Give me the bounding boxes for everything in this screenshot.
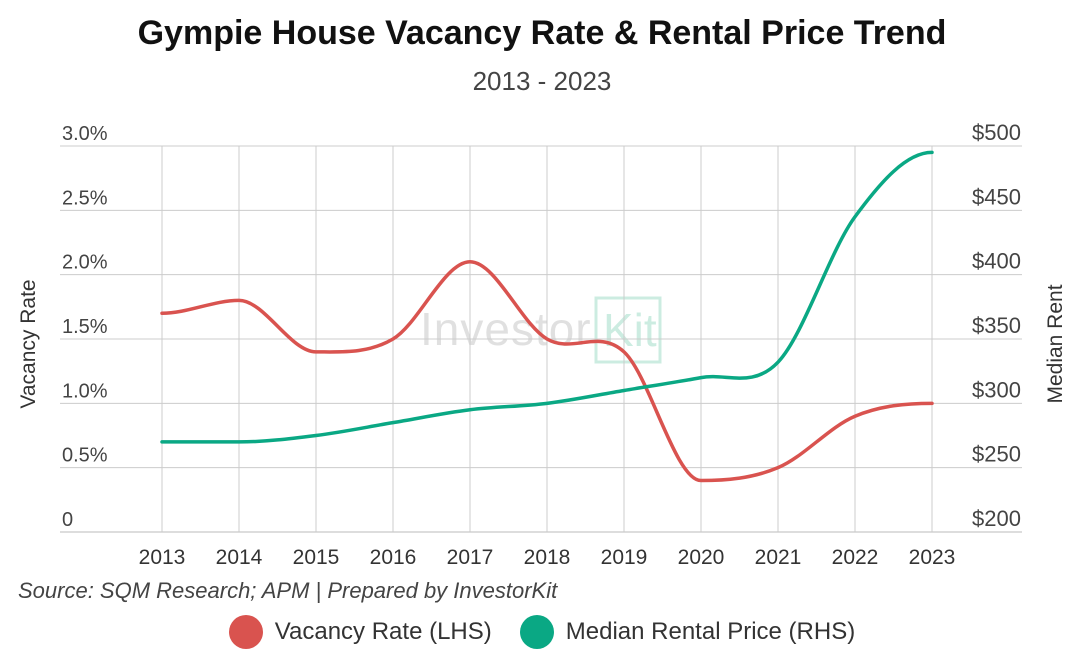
right-tick-label: $400: [972, 249, 1021, 274]
x-tick-label: 2021: [755, 546, 802, 569]
x-tick-label: 2017: [447, 546, 494, 569]
x-tick-label: 2013: [139, 546, 186, 569]
left-tick-label: 1.0%: [62, 380, 108, 402]
svg-text:Investor: Investor: [420, 303, 592, 355]
svg-text:Kit: Kit: [603, 304, 657, 356]
legend: Vacancy Rate (LHS) Median Rental Price (…: [0, 615, 1084, 649]
chart-canvas: Investor Kit 0 0.5% 1.0% 1.5% 2.0% 2.5% 3.0% $…: [17, 120, 1067, 569]
x-tick-label: 2015: [293, 546, 340, 569]
legend-label-vacancy: Vacancy Rate (LHS): [274, 618, 492, 645]
x-tick-label: 2022: [832, 546, 879, 569]
source-note: Source: SQM Research; APM | Prepared by …: [18, 578, 558, 603]
x-tick-label: 2019: [601, 546, 648, 569]
left-tick-label: 2.0%: [62, 252, 108, 274]
right-tick-label: $250: [972, 442, 1021, 467]
legend-label-rent: Median Rental Price (RHS): [565, 618, 856, 645]
grid-lines: [60, 145, 1022, 533]
legend-swatch-vacancy: [228, 615, 263, 649]
investorkit-watermark-logo: Investor Kit: [420, 296, 662, 364]
x-tick-label: 2020: [678, 546, 725, 569]
right-axis-title: Median Rent: [1044, 284, 1067, 403]
left-axis: 0 0.5% 1.0% 1.5% 2.0% 2.5% 3.0%: [62, 123, 108, 531]
x-tick-label: 2023: [909, 546, 956, 569]
left-tick-label: 0: [62, 509, 73, 531]
series-lines: [160, 150, 934, 483]
left-tick-label: 0.5%: [62, 445, 108, 467]
legend-item-vacancy: Vacancy Rate (LHS): [228, 615, 492, 649]
right-tick-label: $300: [972, 377, 1021, 402]
left-tick-label: 1.5%: [62, 316, 108, 338]
x-tick-label: 2014: [216, 546, 263, 569]
right-tick-label: $500: [972, 120, 1021, 145]
right-tick-label: $350: [972, 313, 1021, 338]
left-tick-label: 3.0%: [62, 123, 108, 145]
right-axis: $200 $250 $300 $350 $400 $450 $500: [972, 120, 1021, 531]
left-tick-label: 2.5%: [62, 187, 108, 209]
x-tick-label: 2018: [524, 546, 571, 569]
legend-swatch-rent: [519, 615, 554, 649]
series-line-1: [160, 150, 934, 444]
x-axis: 2013 2014 2015 2016 2017 2018 2019 2020 2021 2022…: [139, 546, 956, 569]
right-tick-label: $200: [972, 506, 1021, 531]
right-tick-label: $450: [972, 184, 1021, 209]
chart-subtitle: 2013 - 2023: [472, 66, 612, 96]
chart-title: Gympie House Vacancy Rate & Rental Price…: [137, 14, 947, 52]
series-line-0: [160, 260, 934, 483]
x-tick-label: 2016: [370, 546, 417, 569]
left-axis-title: Vacancy Rate: [17, 279, 40, 408]
legend-item-rent: Median Rental Price (RHS): [519, 615, 856, 649]
